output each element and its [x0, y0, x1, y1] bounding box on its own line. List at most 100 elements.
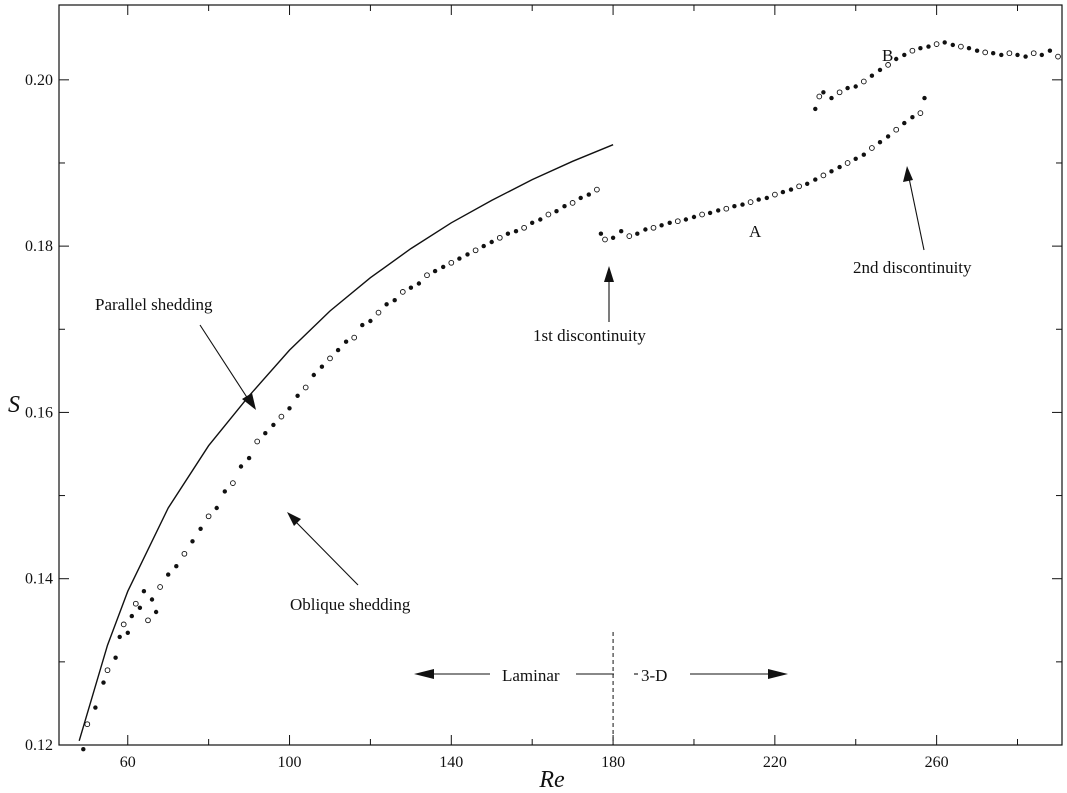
- data-point: [1015, 52, 1020, 58]
- data-point: [399, 289, 406, 295]
- data-point: [125, 630, 130, 635]
- data-point: [732, 204, 737, 209]
- data-point: [295, 393, 300, 398]
- data-point: [699, 211, 705, 218]
- arrow-parallel-shedding: [199, 324, 256, 410]
- data-point: [999, 52, 1004, 58]
- data-point: [137, 605, 143, 610]
- arrow-2nd-discontinuity: [903, 166, 925, 251]
- data-point: [384, 302, 389, 307]
- data-point: [238, 464, 244, 469]
- data-point: [922, 95, 927, 101]
- data-point: [153, 609, 159, 615]
- data-point: [545, 211, 552, 218]
- data-point: [489, 239, 494, 245]
- data-point: [598, 231, 604, 236]
- data-point: [81, 747, 86, 752]
- data-point: [635, 231, 640, 236]
- data-point: [885, 134, 891, 139]
- data-point: [958, 43, 964, 50]
- data-point: [756, 197, 761, 202]
- x-axis-label: Re: [538, 767, 565, 793]
- data-point: [205, 513, 212, 520]
- data-point: [1055, 53, 1061, 60]
- data-point: [1006, 50, 1013, 57]
- data-point: [263, 431, 268, 436]
- data-point: [974, 48, 980, 53]
- data-point: [302, 384, 309, 391]
- data-point: [319, 364, 325, 369]
- data-point: [894, 56, 899, 62]
- data-point: [723, 205, 730, 212]
- data-point: [569, 200, 576, 206]
- data-point: [813, 177, 818, 182]
- x-tick-label: 180: [601, 754, 625, 771]
- data-point: [674, 218, 681, 225]
- data-point: [594, 186, 600, 193]
- data-point: [869, 73, 875, 78]
- data-point: [129, 613, 134, 619]
- data-point: [683, 217, 689, 222]
- data-point: [942, 40, 947, 45]
- data-point: [120, 621, 127, 628]
- data-point: [691, 214, 697, 220]
- data-point: [1030, 50, 1037, 57]
- data-point: [530, 220, 535, 225]
- x-tick-label: 140: [439, 754, 463, 771]
- data-point: [805, 181, 810, 186]
- data-point: [893, 126, 900, 133]
- data-point: [610, 235, 616, 240]
- data-point: [141, 589, 147, 594]
- data-point: [230, 480, 236, 486]
- data-point: [619, 229, 624, 234]
- data-point: [214, 505, 219, 511]
- y-tick-label: 0.20: [25, 72, 53, 89]
- data-point: [910, 115, 915, 120]
- data-point: [707, 210, 713, 216]
- data-point: [351, 334, 358, 341]
- data-point: [457, 256, 462, 261]
- data-point: [408, 285, 414, 290]
- data-point: [496, 234, 503, 241]
- data-point: [667, 220, 672, 225]
- data-point: [747, 199, 754, 205]
- x-tick-label: 260: [925, 754, 949, 771]
- data-point: [149, 597, 155, 602]
- data-point: [659, 223, 664, 228]
- data-point: [716, 208, 721, 213]
- data-point: [877, 140, 883, 145]
- data-point: [481, 243, 486, 249]
- data-point: [157, 584, 163, 590]
- x-tick-label: 100: [278, 754, 302, 771]
- data-point: [562, 204, 567, 209]
- data-point: [104, 667, 111, 674]
- data-point: [190, 539, 195, 544]
- data-point: [448, 259, 455, 266]
- annotation-label-b: B: [882, 46, 893, 65]
- y-tick-label: 0.16: [25, 404, 53, 421]
- data-point: [918, 46, 923, 51]
- data-point: [902, 120, 907, 126]
- data-point: [132, 600, 139, 607]
- data-point: [991, 51, 996, 56]
- data-point: [829, 95, 834, 101]
- data-point: [271, 422, 276, 428]
- data-point: [375, 309, 382, 316]
- data-point: [650, 224, 657, 231]
- annotation-1st-discontinuity: 1st discontinuity: [533, 326, 646, 345]
- data-point: [166, 572, 171, 577]
- x-tick-label: 220: [763, 754, 787, 771]
- data-point: [1023, 54, 1028, 59]
- plot-layer: 60 100 140 180 220 260 0.12 0.14 0.16 0.18 0.20: [25, 4, 1063, 771]
- data-point: [829, 169, 834, 174]
- data-point: [1047, 48, 1053, 53]
- data-point: [844, 160, 851, 166]
- data-point: [816, 93, 823, 100]
- arrow-oblique-shedding: [287, 512, 359, 586]
- data-point: [335, 347, 341, 353]
- data-point: [84, 721, 91, 728]
- data-point: [113, 655, 118, 660]
- data-point: [909, 47, 916, 54]
- data-point: [902, 52, 907, 58]
- data-point: [117, 634, 122, 640]
